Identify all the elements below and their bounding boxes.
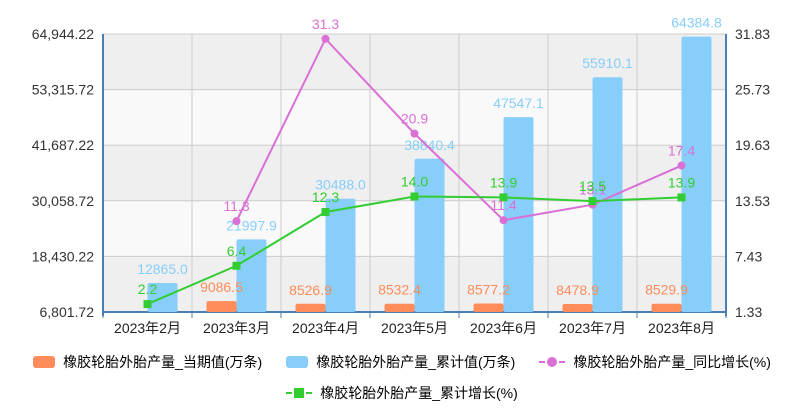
right-axis-tick-label: 1.33 (735, 304, 762, 320)
x-axis-tick-label: 2023年7月 (559, 320, 626, 336)
x-axis-tick-label: 2023年8月 (648, 320, 715, 336)
x-axis-tick-label: 2023年6月 (470, 320, 537, 336)
legend-swatch-current (33, 356, 56, 368)
legend-swatch-cumulative (286, 356, 309, 368)
line-data-label: 13.9 (668, 174, 695, 190)
line-point (677, 161, 686, 170)
line-point (499, 193, 508, 202)
bar (651, 303, 682, 312)
bar (562, 303, 593, 312)
legend-item-cumulative-growth[interactable]: 橡胶轮胎外胎产量_累计增长(%) (286, 383, 518, 403)
legend-label-current: 橡胶轮胎外胎产量_当期值(万条) (63, 354, 263, 370)
bar (503, 117, 534, 312)
left-axis-tick-label: 53,315.72 (32, 82, 94, 98)
line-data-label: 17.4 (668, 143, 695, 159)
line-point (321, 34, 330, 43)
chart: 6,801.72 18,430.22 30,058.72 41,687.22 53,31… (32, 15, 771, 336)
line-data-label: 2.2 (138, 281, 158, 297)
right-axis-tick-label: 7.43 (735, 248, 762, 264)
legend-swatch-yoy (539, 356, 566, 368)
line-data-label: 13.9 (490, 174, 517, 190)
x-axis-tick-label: 2023年3月 (203, 320, 270, 336)
line-data-label: 13.1 (579, 182, 606, 198)
bar-data-label: 8532.4 (378, 282, 421, 298)
line-data-label: 11.4 (490, 197, 516, 213)
bar (295, 303, 326, 312)
line-data-label: 14.0 (401, 174, 428, 190)
line-data-label: 13.5 (579, 178, 606, 194)
line-point (143, 300, 152, 309)
legend-item-cumulative[interactable]: 橡胶轮胎外胎产量_累计值(万条) (286, 352, 515, 372)
bar-data-label: 8526.9 (289, 282, 332, 298)
legend-label-cumulative-growth: 橡胶轮胎外胎产量_累计增长(%) (320, 385, 518, 401)
bar-data-label: 38840.4 (404, 137, 455, 153)
right-axis-tick-label: 19.63 (735, 137, 770, 153)
left-axis-tick-label: 41,687.22 (32, 137, 94, 153)
legend: 橡胶轮胎外胎产量_当期值(万条) 橡胶轮胎外胎产量_累计值(万条) 橡胶轮胎外胎… (0, 352, 804, 372)
bar-data-label: 47547.1 (493, 95, 544, 111)
line-point (410, 192, 419, 201)
x-axis-tick-label: 2023年4月 (292, 320, 359, 336)
line-data-label: 11.3 (223, 198, 249, 214)
line-point (321, 208, 330, 217)
bar-data-label: 55910.1 (582, 55, 633, 71)
right-axis-tick-label: 13.53 (735, 193, 770, 209)
line-point (677, 193, 686, 202)
x-axis-tick-label: 2023年5月 (381, 320, 448, 336)
bar (681, 36, 712, 313)
right-axis-tick-label: 25.73 (735, 82, 770, 98)
left-axis-tick-label: 64,944.22 (32, 26, 94, 42)
bar (473, 303, 504, 312)
legend-second-row: 橡胶轮胎外胎产量_累计增长(%) (0, 383, 804, 403)
line-point (232, 217, 241, 226)
legend-item-yoy[interactable]: 橡胶轮胎外胎产量_同比增长(%) (539, 352, 771, 372)
series-line (235, 37, 682, 222)
line-data-label: 20.9 (401, 111, 428, 127)
bar-data-label: 30488.0 (315, 177, 366, 193)
line-point (410, 129, 419, 138)
line-point (499, 216, 508, 225)
bar (236, 239, 267, 312)
bar-data-label: 12865.0 (137, 261, 188, 277)
legend-item-current[interactable]: 橡胶轮胎外胎产量_当期值(万条) (33, 352, 262, 372)
bar-data-label: 8577.2 (467, 282, 510, 298)
x-axis-tick-label: 2023年2月 (114, 320, 181, 336)
bar (592, 77, 623, 312)
bar-data-label: 8529.9 (645, 282, 688, 298)
line-point (232, 261, 241, 270)
legend-label-cumulative: 橡胶轮胎外胎产量_累计值(万条) (316, 354, 516, 370)
line-data-label: 12.3 (312, 189, 339, 205)
bar-data-label: 8478.9 (556, 282, 599, 298)
bar (206, 301, 237, 312)
line-point (588, 197, 597, 206)
right-axis-tick-label: 31.83 (735, 26, 770, 42)
bar (384, 303, 415, 312)
line-data-label: 6.4 (227, 243, 247, 259)
legend-label-yoy: 橡胶轮胎外胎产量_同比增长(%) (573, 354, 771, 370)
bar-data-label: 9086.5 (200, 279, 243, 295)
left-axis-tick-label: 30,058.72 (32, 193, 94, 209)
line-data-label: 31.3 (312, 16, 339, 32)
bar (325, 198, 356, 312)
legend-swatch-cumulative-growth (286, 387, 313, 399)
bar-data-label: 64384.8 (671, 15, 722, 31)
left-axis-tick-label: 6,801.72 (40, 304, 95, 320)
left-axis-tick-label: 18,430.22 (32, 248, 94, 264)
